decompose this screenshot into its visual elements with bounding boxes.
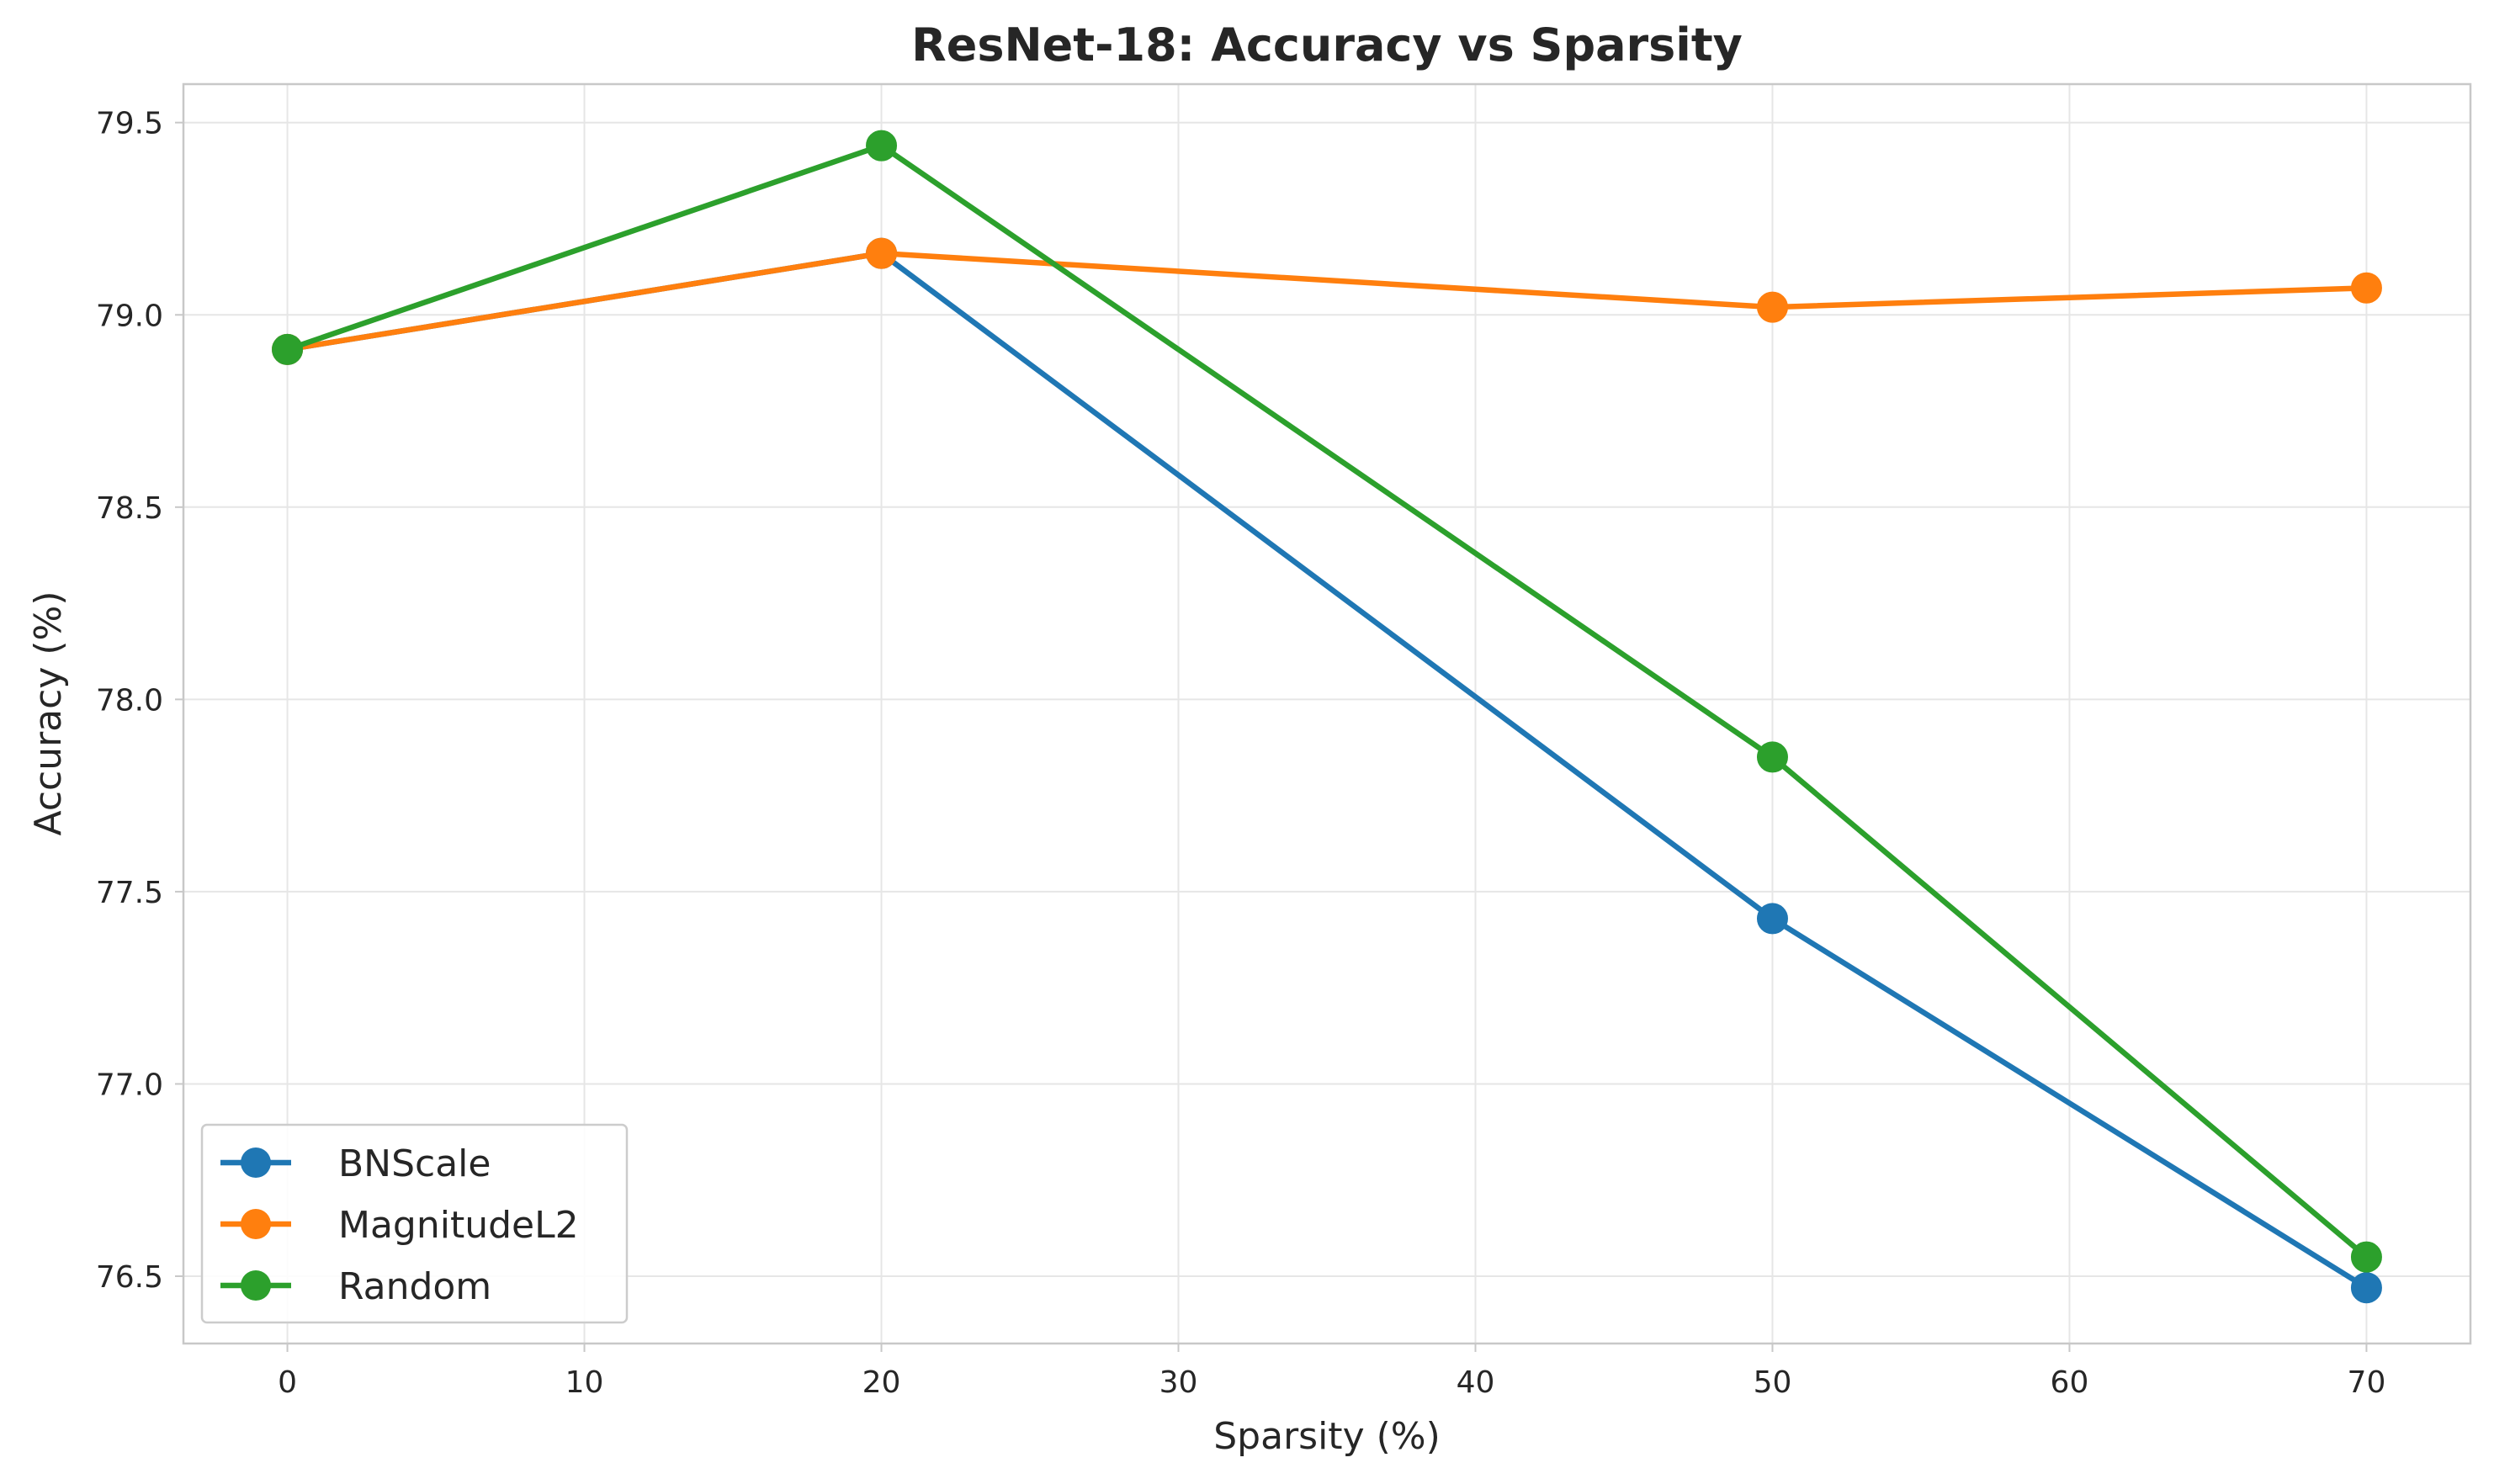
series-line-random (284, 142, 2369, 1260)
y-tick-label: 77.5 (96, 876, 163, 910)
x-tick-label: 20 (862, 1365, 901, 1400)
x-tick-label: 40 (1457, 1365, 1495, 1400)
axis-ticks: 0 10 20 30 40 50 60 70 76.5 77.0 77.5 78.0 78.5 79.0 7… (96, 107, 2386, 1400)
plot-frame (182, 82, 2472, 1345)
y-tick-label: 78.0 (96, 683, 163, 718)
data-point-bnscale (1756, 903, 1788, 935)
y-axis-label: Accuracy (%) (27, 591, 70, 835)
series-line-magnitudel2 (284, 250, 2369, 352)
legend-marker-magnitudel2 (241, 1209, 271, 1239)
x-tick-label: 50 (1754, 1365, 1792, 1400)
y-tick-label: 79.0 (96, 299, 163, 333)
x-tick-label: 60 (2051, 1365, 2089, 1400)
legend-item-random: Random (220, 1265, 491, 1308)
legend-box (200, 1123, 629, 1324)
y-tick-label: 79.5 (96, 107, 163, 141)
data-point-random (1756, 741, 1788, 773)
data-point-magnitudel2 (866, 237, 898, 269)
y-tick-label: 77.0 (96, 1068, 163, 1102)
x-axis-label: Sparsity (%) (1213, 1415, 1440, 1458)
y-tick-label: 78.5 (96, 491, 163, 526)
legend-marker-random (241, 1270, 271, 1301)
data-point-magnitudel2 (2350, 272, 2382, 304)
series-random (272, 130, 2382, 1273)
legend-item-magnitudel2: MagnitudeL2 (220, 1204, 579, 1247)
data-point-random (2350, 1241, 2382, 1273)
chart-title: ResNet-18: Accuracy vs Sparsity (911, 19, 1743, 72)
x-tick-label: 70 (2348, 1365, 2386, 1400)
legend: BNScale MagnitudeL2 Random (200, 1123, 629, 1324)
x-tick-label: 30 (1159, 1365, 1198, 1400)
data-point-random (272, 333, 304, 365)
x-tick-label: 0 (278, 1365, 297, 1400)
legend-label-bnscale: BNScale (338, 1142, 491, 1185)
data-point-random (866, 130, 898, 162)
legend-label-magnitudel2: MagnitudeL2 (338, 1204, 579, 1247)
data-point-bnscale (2350, 1272, 2382, 1304)
legend-marker-bnscale (241, 1147, 271, 1178)
series-lines (272, 130, 2382, 1304)
legend-label-random: Random (338, 1265, 491, 1308)
data-point-magnitudel2 (1756, 291, 1788, 323)
x-tick-label: 10 (565, 1365, 604, 1400)
y-tick-label: 76.5 (96, 1260, 163, 1295)
legend-item-bnscale: BNScale (220, 1142, 491, 1185)
